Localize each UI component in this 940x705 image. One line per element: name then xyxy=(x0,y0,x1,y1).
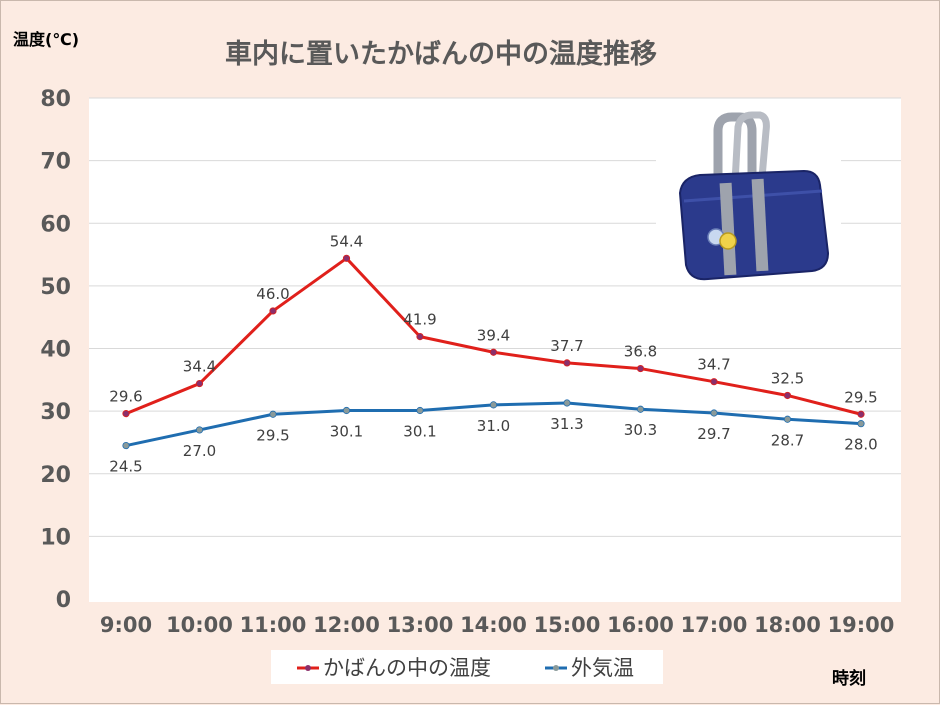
data-label: 29.6 xyxy=(109,388,142,406)
y-axis-label: 温度(℃) xyxy=(12,30,79,49)
data-label: 29.7 xyxy=(697,425,730,443)
x-tick-label: 9:00 xyxy=(100,613,152,637)
data-point xyxy=(710,378,718,386)
data-label: 41.9 xyxy=(403,311,436,329)
y-tick-label: 10 xyxy=(40,525,71,550)
data-point xyxy=(489,401,498,409)
y-tick-label: 20 xyxy=(40,463,71,488)
data-point xyxy=(122,441,130,450)
legend-label: かばんの中の温度 xyxy=(323,656,491,680)
y-tick-label: 0 xyxy=(56,588,71,613)
data-point xyxy=(489,348,498,356)
y-tick-label: 80 xyxy=(40,87,71,112)
legend: かばんの中の温度 外気温 xyxy=(271,650,663,684)
data-label: 39.4 xyxy=(477,326,510,344)
data-point xyxy=(636,364,645,373)
data-point xyxy=(710,409,718,417)
data-label: 32.5 xyxy=(771,369,804,387)
data-label: 34.7 xyxy=(697,356,730,374)
data-label: 30.1 xyxy=(330,422,363,440)
series-markers xyxy=(122,254,865,450)
x-axis-label: 時刻 xyxy=(832,668,866,689)
y-tick-label: 60 xyxy=(40,212,71,237)
y-tick-label: 30 xyxy=(40,400,71,425)
y-tick-label: 40 xyxy=(40,338,71,363)
x-tick-label: 18:00 xyxy=(754,613,821,637)
data-point xyxy=(195,379,204,388)
data-label: 29.5 xyxy=(844,388,877,406)
x-tick-label: 19:00 xyxy=(828,613,895,637)
data-label: 28.0 xyxy=(844,436,877,454)
school-bag-icon xyxy=(656,111,841,283)
data-label: 31.0 xyxy=(477,417,510,435)
x-tick-label: 17:00 xyxy=(681,613,748,637)
data-point xyxy=(857,420,865,428)
x-tick-label: 14:00 xyxy=(460,613,527,637)
data-label: 27.0 xyxy=(183,442,216,460)
data-point xyxy=(269,410,277,418)
data-point xyxy=(342,254,351,262)
data-label: 31.3 xyxy=(550,415,583,433)
data-point xyxy=(783,391,792,400)
data-point xyxy=(857,410,865,418)
data-label: 37.7 xyxy=(550,337,583,355)
y-axis-ticks: 0 10 20 30 40 50 60 70 80 xyxy=(40,87,71,613)
data-point xyxy=(342,406,351,415)
data-label: 54.4 xyxy=(330,232,363,250)
data-label: 24.5 xyxy=(109,458,142,476)
data-point xyxy=(783,415,792,423)
data-point xyxy=(416,333,424,341)
data-point xyxy=(122,410,130,418)
data-point xyxy=(563,359,571,367)
x-tick-label: 11:00 xyxy=(240,613,307,637)
data-label: 34.4 xyxy=(183,358,216,376)
y-tick-label: 50 xyxy=(40,275,71,300)
data-point xyxy=(636,405,645,413)
data-label: 46.0 xyxy=(256,285,289,303)
legend-item-bag-temp: かばんの中の温度 xyxy=(297,656,491,680)
legend-label: 外気温 xyxy=(571,656,634,680)
x-tick-label: 16:00 xyxy=(607,613,674,637)
data-label: 30.3 xyxy=(624,421,657,439)
x-tick-label: 12:00 xyxy=(313,613,380,637)
x-tick-label: 15:00 xyxy=(534,613,601,637)
data-point xyxy=(416,406,424,415)
data-point xyxy=(195,426,204,434)
x-tick-label: 13:00 xyxy=(387,613,454,637)
y-tick-label: 70 xyxy=(40,150,71,175)
data-point xyxy=(563,399,571,407)
x-axis-ticks: 9:00 10:00 11:00 12:00 13:00 14:00 15:00 16:00 1… xyxy=(100,613,895,637)
data-label: 30.1 xyxy=(403,422,436,440)
x-tick-label: 10:00 xyxy=(166,613,233,637)
data-label: 28.7 xyxy=(771,431,804,449)
data-label: 29.5 xyxy=(256,426,289,444)
chart-title: 車内に置いたかばんの中の温度推移 xyxy=(225,38,657,70)
data-labels: 29.6 34.4 46.0 54.4 41.9 39.4 37.7 36.8 34.7 32.5… xyxy=(109,232,877,475)
data-label: 36.8 xyxy=(624,343,657,361)
data-point xyxy=(269,307,277,315)
legend-item-outside-temp: 外気温 xyxy=(545,656,634,680)
